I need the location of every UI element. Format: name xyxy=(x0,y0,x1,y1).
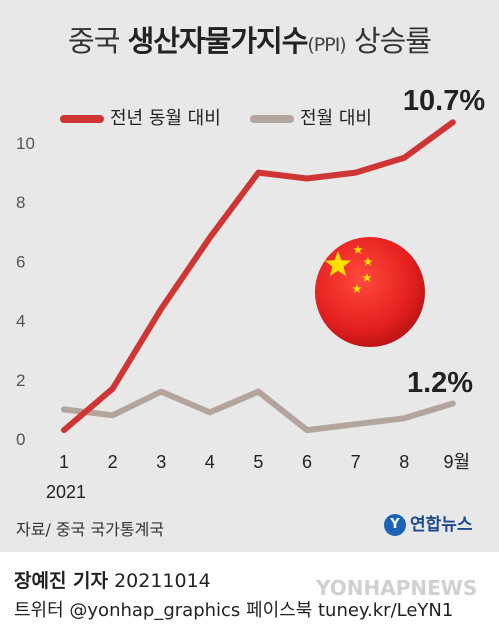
logo-text: 연합뉴스 xyxy=(410,515,473,535)
label-last-mom: 1.2% xyxy=(407,367,473,399)
label-last-yoy: 10.7% xyxy=(403,85,485,117)
x-year-label: 2021 xyxy=(46,482,86,502)
y-tick-label: 4 xyxy=(16,312,25,331)
y-tick-label: 0 xyxy=(16,430,25,449)
publish-date: 20211014 xyxy=(114,570,211,592)
chart-title: 중국 생산자물가지수(PPI) 상승률 xyxy=(0,18,499,60)
y-tick-label: 8 xyxy=(16,193,25,212)
legend-item-yoy: 전년 동월 대비 xyxy=(60,104,221,130)
series-line-yoy xyxy=(61,119,456,434)
yonhap-logo: Y 연합뉴스 xyxy=(384,510,473,536)
watermark: YONHAPNEWS xyxy=(316,576,478,600)
x-tick-label: 5 xyxy=(253,452,263,472)
title-prefix: 중국 xyxy=(68,24,120,58)
legend-label-yoy: 전년 동월 대비 xyxy=(110,108,221,129)
x-tick-label: 3 xyxy=(156,452,166,472)
x-tick-label: 2 xyxy=(108,452,118,472)
x-tick-label: 8 xyxy=(399,452,409,472)
author: 장예진 기자 xyxy=(14,570,109,592)
y-tick-label: 2 xyxy=(16,371,25,390)
series-line-mom xyxy=(61,388,456,434)
legend-swatch-mom xyxy=(250,115,294,123)
y-tick-label: 6 xyxy=(16,252,25,271)
title-sub: (PPI) xyxy=(307,34,346,56)
y-tick-label: 10 xyxy=(16,134,35,153)
x-tick-label: 4 xyxy=(205,452,215,472)
byline: 장예진 기자 20211014 xyxy=(14,566,211,593)
china-flag-ball-icon xyxy=(315,237,425,347)
title-main: 생산자물가지수 xyxy=(127,24,309,58)
x-tick-label: 6 xyxy=(302,452,312,472)
x-tick-label: 7 xyxy=(351,452,361,472)
legend-swatch-yoy xyxy=(60,115,104,123)
x-tick-label: 9월 xyxy=(444,452,471,472)
legend-label-mom: 전월 대비 xyxy=(300,108,372,129)
legend-item-mom: 전월 대비 xyxy=(250,104,372,130)
x-tick-label: 1 xyxy=(59,452,69,472)
social-links: 트위터 @yonhap_graphics 페이스북 tuney.kr/LeYN1 xyxy=(14,600,454,621)
yonhap-logo-icon: Y xyxy=(384,514,406,536)
title-suffix: 상승률 xyxy=(353,24,432,58)
source-note: 자료/ 중국 국가통계국 xyxy=(16,520,165,539)
